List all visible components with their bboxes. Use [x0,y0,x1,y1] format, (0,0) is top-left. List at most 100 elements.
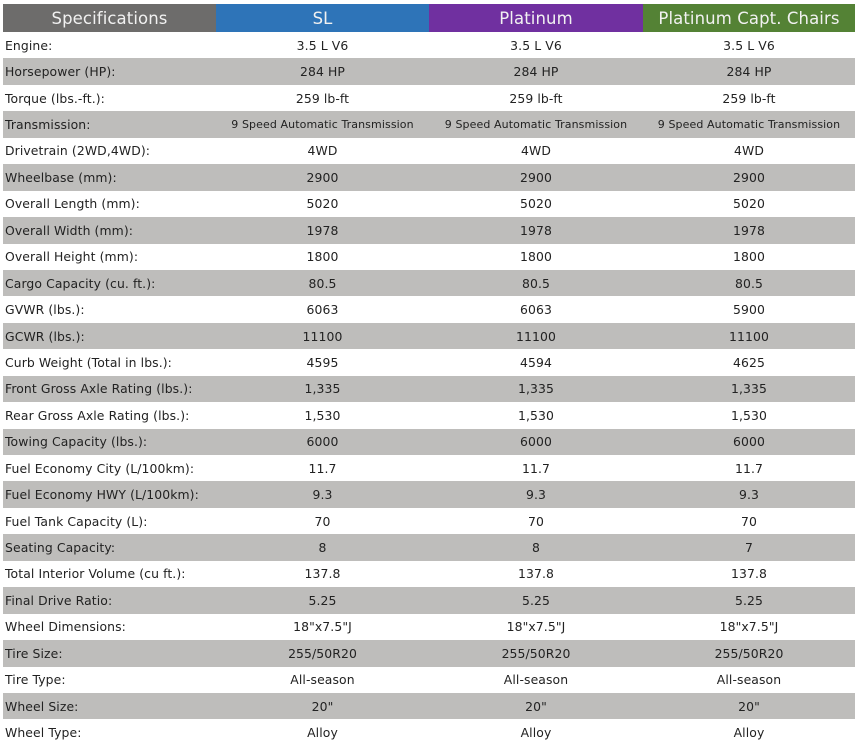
value-sl: 11100 [302,328,343,344]
value-sl: All-season [290,672,355,688]
value-platinum: 1800 [520,249,552,265]
table-row: Engine: 3.5 L V6 3.5 L V6 3.5 L V6 [3,32,855,58]
value-platinum: 1,335 [518,381,554,397]
table-row: Transmission: 9 Speed Automatic Transmiss… [3,111,855,138]
spec-label: GVWR (lbs.): [5,302,85,318]
value-platinum: 11.7 [522,460,550,476]
spec-label: Fuel Economy City (L/100km): [5,460,195,476]
value-platinum-capt-chairs: 3.5 L V6 [723,37,775,53]
value-platinum-capt-chairs: 5020 [733,196,765,212]
value-platinum: 20" [525,698,547,714]
value-sl: 284 HP [300,64,345,80]
value-sl: 1,530 [304,407,341,423]
value-platinum-capt-chairs: 1,530 [731,407,767,423]
value-sl: 6063 [306,302,339,318]
value-sl: 5020 [306,196,339,212]
value-sl: 1800 [306,249,339,265]
value-platinum-capt-chairs: 1,335 [731,381,767,397]
spec-label: Cargo Capacity (cu. ft.): [5,275,156,291]
value-platinum-capt-chairs: 5900 [733,302,765,318]
table-row: Wheelbase (mm): 2900 2900 2900 [3,164,855,191]
value-sl: 3.5 L V6 [296,37,349,53]
table-row: Wheel Size: 20" 20" 20" [3,692,855,720]
table-row: Seating Capacity: 8 8 7 [3,534,855,561]
value-platinum-capt-chairs: 80.5 [735,275,763,291]
table-body: Engine: 3.5 L V6 3.5 L V6 3.5 L V6 Horsepowe… [3,32,855,746]
value-sl: 1978 [306,222,339,238]
spec-label: Torque (lbs.-ft.): [5,90,105,106]
table-row: Fuel Tank Capacity (L): 70 70 70 [3,508,855,534]
table-row: Overall Length (mm): 5020 5020 5020 [3,191,855,217]
value-platinum-capt-chairs: All-season [716,672,782,688]
value-platinum-capt-chairs: 255/50R20 [714,645,784,661]
value-platinum: 1978 [520,222,552,238]
value-platinum: 6000 [520,434,552,450]
table-row: Overall Height (mm): 1800 1800 1800 [3,244,855,270]
spec-label: Fuel Tank Capacity (L): [5,513,148,529]
spec-label: Overall Width (mm): [5,222,134,238]
header-specifications: Specifications [3,4,216,32]
table-row: Tire Size: 255/50R20 255/50R20 255/50R20 [3,640,855,667]
value-platinum-capt-chairs: 11100 [729,328,769,344]
value-sl: 8 [318,540,327,556]
value-platinum: 284 HP [513,64,559,80]
value-platinum-capt-chairs: 20" [738,698,760,714]
value-sl: 9.3 [312,487,333,503]
value-platinum-capt-chairs: 70 [741,513,757,529]
value-platinum: 137.8 [518,566,554,582]
value-platinum: 80.5 [522,275,550,291]
table-row: GVWR (lbs.): 6063 6063 5900 [3,296,855,322]
value-platinum-capt-chairs: 6000 [733,434,765,450]
value-platinum: 9 Speed Automatic Transmission [444,118,628,132]
spec-label: Overall Height (mm): [5,249,139,265]
value-sl: 255/50R20 [288,645,357,661]
header-trim-sl: SL [216,4,429,32]
value-sl: 4595 [306,354,339,370]
value-platinum-capt-chairs: 1978 [733,222,765,238]
table-row: GCWR (lbs.): 11100 11100 11100 [3,322,855,350]
table-row: Total Interior Volume (cu ft.): 137.8 137.… [3,561,855,587]
spec-label: Curb Weight (Total in lbs.): [5,354,172,370]
value-sl: Alloy [307,725,338,741]
value-sl: 11.7 [308,460,337,476]
spec-label: Horsepower (HP): [5,64,116,80]
spec-label: Engine: [5,37,53,53]
value-platinum-capt-chairs: 137.8 [731,566,767,582]
header-trim-platinum: Platinum [429,4,643,32]
spec-label: GCWR (lbs.): [5,328,85,344]
value-platinum: 8 [532,540,540,556]
value-platinum-capt-chairs: 18"x7.5"J [719,619,779,635]
value-sl: 259 lb-ft [295,90,350,106]
table-row: Tire Type: All-season All-season All-season [3,667,855,693]
spec-label: Wheel Size: [5,698,79,714]
table-row: Curb Weight (Total in lbs.): 4595 4594 4625 [3,349,855,375]
value-platinum: All-season [503,672,569,688]
value-sl: 5.25 [308,592,337,608]
value-sl: 1,335 [304,381,341,397]
table-row: Horsepower (HP): 284 HP 284 HP 284 HP [3,58,855,85]
value-platinum: 5.25 [522,592,550,608]
spec-label: Final Drive Ratio: [5,592,113,608]
table-row: Drivetrain (2WD,4WD): 4WD 4WD 4WD [3,138,855,164]
value-platinum: 259 lb-ft [509,90,563,106]
table-row: Fuel Economy City (L/100km): 11.7 11.7 11.7 [3,455,855,481]
value-platinum: Alloy [520,725,552,741]
value-platinum-capt-chairs: 259 lb-ft [722,90,776,106]
spec-label: Tire Size: [5,645,63,661]
value-platinum: 1,530 [518,407,554,423]
value-platinum: 255/50R20 [501,645,571,661]
value-platinum: 3.5 L V6 [510,37,562,53]
value-platinum: 2900 [520,169,552,185]
value-platinum-capt-chairs: 5.25 [735,592,763,608]
table-row: Towing Capacity (lbs.): 6000 6000 6000 [3,428,855,455]
value-sl: 2900 [306,169,339,185]
table-row: Wheel Dimensions: 18"x7.5"J 18"x7.5"J 18"x7… [3,614,855,640]
value-sl: 80.5 [308,275,337,291]
spec-label: Towing Capacity (lbs.): [5,434,148,450]
spec-label: Transmission: [5,117,91,133]
spec-label: Rear Gross Axle Rating (lbs.): [5,407,190,423]
spec-label: Wheel Type: [5,725,82,741]
table-row: Wheel Type: Alloy Alloy Alloy [3,719,855,745]
table-row: Overall Width (mm): 1978 1978 1978 [3,217,855,244]
specifications-table: Specifications SL Platinum Platinum Capt… [3,4,855,746]
